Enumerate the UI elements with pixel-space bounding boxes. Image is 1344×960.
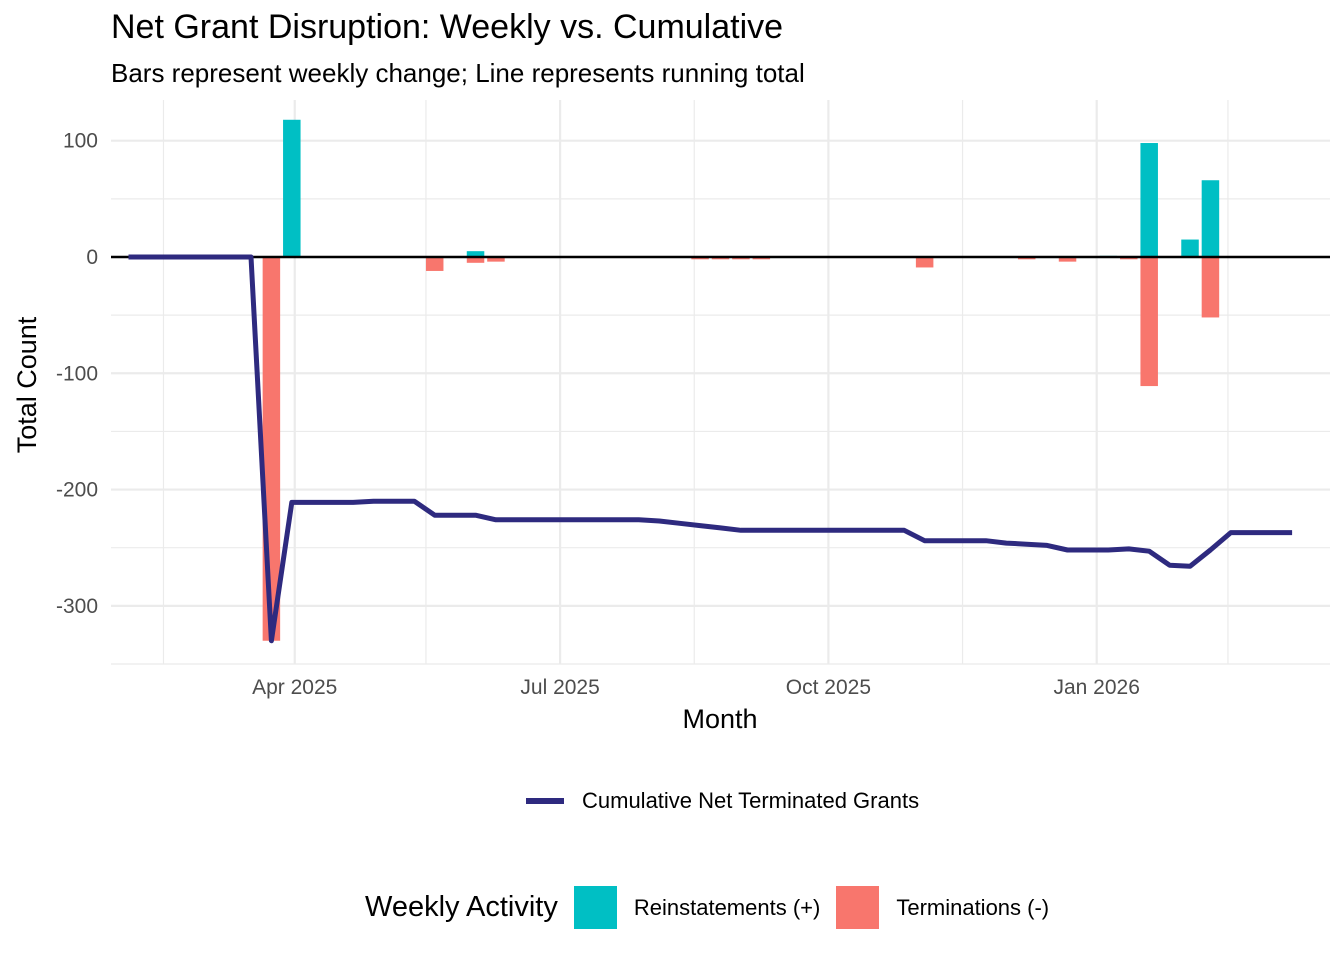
y-tick-label: 100 [63, 130, 98, 153]
termination-bar [1058, 256, 1077, 262]
cumulative-line [128, 254, 1293, 644]
y-tick-label: -300 [56, 595, 98, 618]
reinstatement-bar [1140, 143, 1158, 257]
reinstatement-bar [1201, 180, 1220, 257]
x-axis-label: Month [682, 704, 757, 734]
termination-bar [425, 256, 444, 271]
reinstatement-bar [1181, 239, 1199, 257]
chart-subtitle: Bars represent weekly change; Line repre… [111, 58, 805, 88]
line-legend: Cumulative Net Terminated Grants [526, 788, 919, 814]
reinstatements-legend-swatch [573, 886, 617, 929]
termination-bar [466, 256, 485, 263]
chart-title: Net Grant Disruption: Weekly vs. Cumulat… [111, 8, 784, 46]
termination-bar [1201, 256, 1220, 318]
y-tick-label: -100 [56, 362, 98, 385]
fill-legend: Weekly Activity Reinstatements (+) Termi… [365, 886, 1065, 929]
x-tick-label: Apr 2025 [252, 676, 337, 699]
x-tick-label: Jan 2026 [1053, 676, 1139, 699]
axes: 100 0 -100 -200 -300 Apr 2025 Jul 2025 Oct 2025… [56, 130, 1140, 699]
y-axis-label: Total Count [12, 316, 42, 453]
terminations-legend-label: Terminations (-) [896, 894, 1050, 920]
y-tick-label: -200 [56, 479, 98, 502]
termination-bar [915, 256, 934, 268]
y-tick-label: 0 [86, 246, 98, 269]
bars [262, 119, 1220, 641]
terminations-legend-swatch [836, 886, 880, 929]
x-tick-label: Jul 2025 [520, 676, 599, 699]
x-tick-label: Oct 2025 [786, 676, 871, 699]
reinstatement-bar [283, 119, 301, 257]
reinstatement-bar [466, 251, 485, 257]
fill-legend-title: Weekly Activity [365, 891, 558, 923]
termination-bar [487, 256, 505, 262]
reinstatements-legend-label: Reinstatements (+) [633, 894, 821, 920]
cumulative-line-legend-label: Cumulative Net Terminated Grants [582, 788, 920, 813]
termination-bar [1140, 256, 1158, 387]
cumulative-line-legend-key [526, 798, 564, 804]
cumulative-line-layer [128, 254, 1293, 644]
